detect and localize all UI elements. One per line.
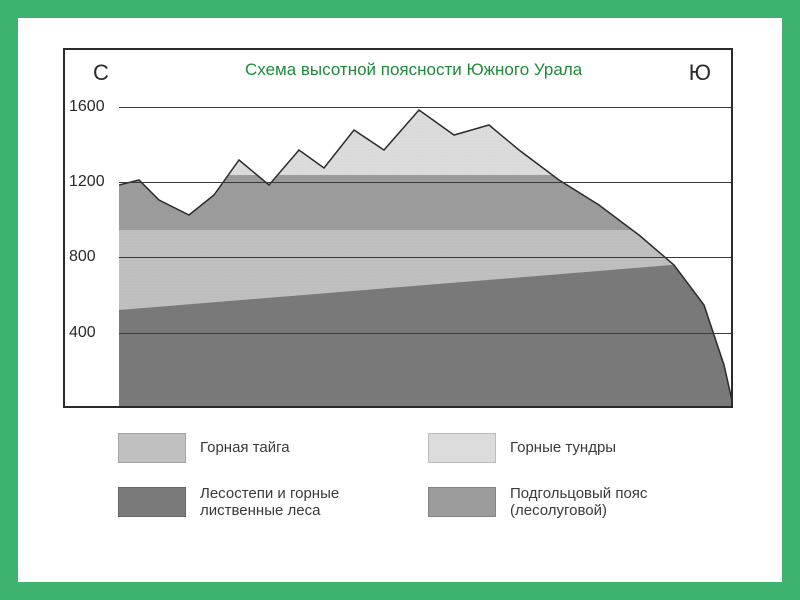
slide-frame: Схема высотной поясности Южного Урала С … [0, 0, 800, 600]
gridline [119, 257, 731, 258]
legend-item: Подгольцовый пояс(лесолуговой) [428, 485, 718, 520]
chart-container: Схема высотной поясности Южного Урала С … [63, 48, 733, 408]
axis-right-letter: Ю [689, 60, 711, 86]
terrain-profile [119, 50, 733, 408]
y-tick-label: 1200 [69, 173, 105, 191]
gridline [119, 107, 731, 108]
legend-item: Горные тундры [428, 433, 718, 463]
legend-swatch [118, 487, 186, 517]
gridline [119, 182, 731, 183]
legend-label: Лесостепи и горныелиственные леса [200, 485, 339, 520]
legend-swatch [118, 433, 186, 463]
y-tick-label: 1600 [69, 98, 105, 116]
legend: Горная тайга Горные тундры Лесостепи и гор… [118, 433, 718, 520]
axis-left-letter: С [93, 60, 109, 86]
legend-swatch [428, 433, 496, 463]
legend-item: Лесостепи и горныелиственные леса [118, 485, 408, 520]
legend-swatch [428, 487, 496, 517]
legend-label: Горная тайга [200, 439, 290, 456]
legend-label: Горные тундры [510, 439, 616, 456]
gridline [119, 333, 731, 334]
legend-item: Горная тайга [118, 433, 408, 463]
y-tick-label: 800 [69, 248, 96, 266]
y-tick-label: 400 [69, 324, 96, 342]
legend-label: Подгольцовый пояс(лесолуговой) [510, 485, 647, 520]
